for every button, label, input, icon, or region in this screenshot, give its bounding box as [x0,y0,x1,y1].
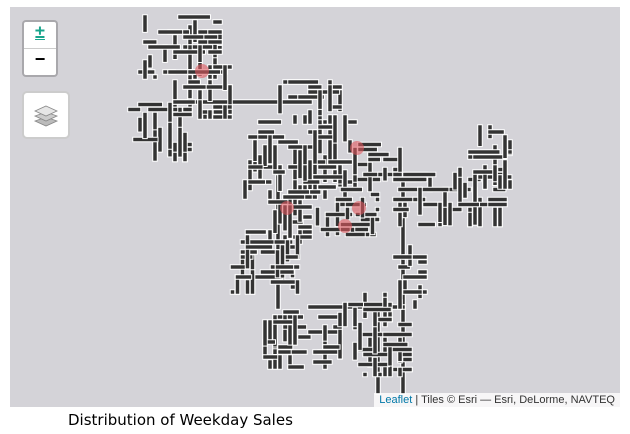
zoom-control: ± − [22,20,58,77]
zoom-in-button[interactable]: ± [24,22,56,49]
map-container[interactable]: ± − Leaflet | Tiles © Esri — Esri, DeLor… [10,7,620,407]
layers-button[interactable] [22,91,70,139]
attribution: Leaflet | Tiles © Esri — Esri, DeLorme, … [374,393,620,407]
attribution-text: Tiles © Esri — Esri, DeLorme, NAVTEQ [421,394,615,406]
map-caption: Distribution of Weekday Sales [68,411,293,429]
layers-icon [33,105,59,127]
attribution-separator: | [412,394,422,406]
sales-marker[interactable] [195,64,209,78]
zoom-out-button[interactable]: − [34,49,46,69]
sales-marker[interactable] [352,201,366,215]
street-network [127,14,513,395]
leaflet-link[interactable]: Leaflet [379,394,413,406]
sales-marker[interactable] [338,219,352,233]
sales-marker[interactable] [350,141,364,155]
sales-marker[interactable] [280,201,294,215]
